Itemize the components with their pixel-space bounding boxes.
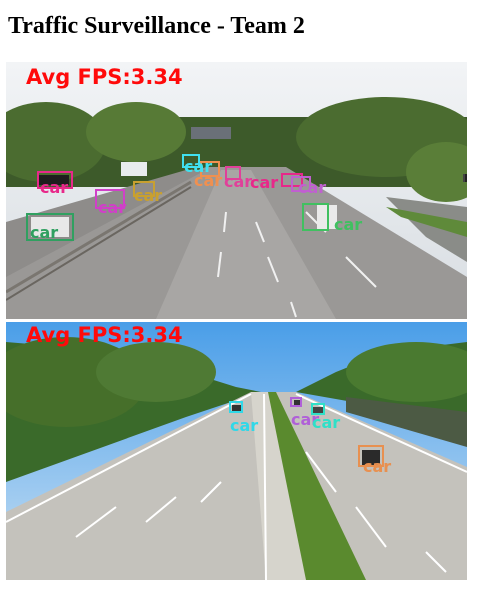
detection-box: [229, 401, 243, 413]
camera-feed-2: car car car car Avg FPS:3.34: [6, 322, 467, 580]
detection-box: [290, 397, 302, 407]
detection-label: car: [291, 410, 319, 429]
detection-label: car: [194, 171, 222, 190]
detection-box: [26, 213, 74, 241]
detection-box: [291, 176, 311, 192]
detection-label: car: [363, 457, 391, 476]
detection-label: car: [184, 157, 212, 176]
detection-box: [311, 403, 325, 415]
camera-feed-1-image: car car car car car car car car car car …: [6, 62, 467, 319]
detection-label: car: [334, 215, 362, 234]
detection-box: [302, 203, 329, 231]
detection-label: car: [312, 413, 340, 432]
detection-box: [133, 181, 155, 197]
detection-box: [95, 189, 125, 209]
detection-box: [37, 171, 73, 189]
detection-label: car: [134, 186, 162, 205]
detection-label: car: [230, 416, 258, 435]
detection-label: car: [224, 172, 252, 191]
fps-overlay: Avg FPS:3.34: [26, 323, 183, 347]
fps-overlay: Avg FPS:3.34: [26, 65, 183, 89]
detection-label: car: [30, 223, 58, 242]
detection-box: [200, 161, 220, 177]
detection-label: car: [250, 173, 278, 192]
detection-box: [358, 445, 384, 467]
detection-box: [182, 154, 200, 168]
camera-feed-1: car car car car car car car car car car …: [6, 62, 467, 319]
page-title: Traffic Surveillance - Team 2: [8, 13, 305, 39]
detection-label: car: [40, 178, 68, 197]
detection-label: car: [98, 198, 126, 217]
camera-feed-2-image: car car car car Avg FPS:3.34: [6, 322, 467, 580]
detection-label: car: [298, 178, 326, 197]
detection-box: [225, 166, 241, 180]
